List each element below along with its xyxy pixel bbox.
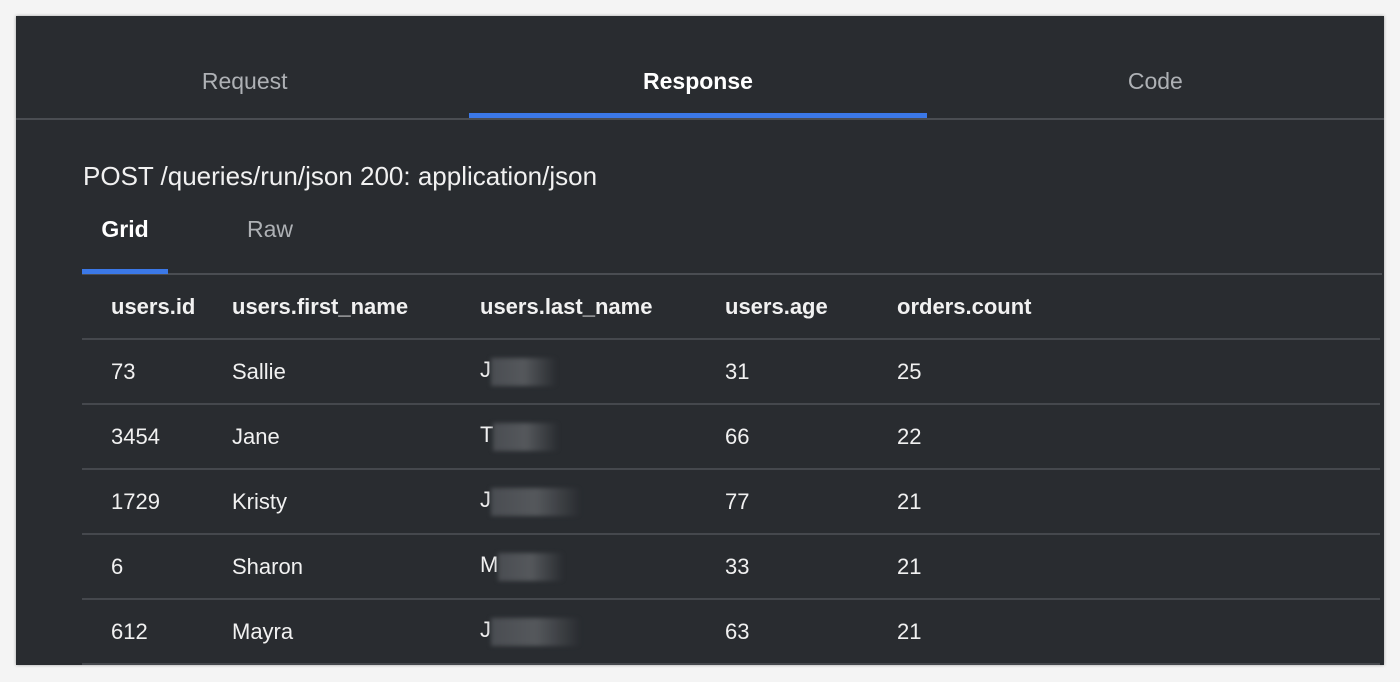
redacted-blur xyxy=(498,552,565,581)
redacted-blur xyxy=(491,487,581,516)
redacted-blur xyxy=(493,422,560,451)
header-row: users.id users.first_name users.last_nam… xyxy=(82,275,1380,340)
view-tabs: Grid Raw xyxy=(82,216,1382,275)
table-cell: 63 xyxy=(725,599,897,665)
table-cell: 21 xyxy=(897,534,1380,600)
column-header[interactable]: orders.count xyxy=(897,275,1380,340)
table-cell: 66 xyxy=(725,404,897,470)
cell-value: 21 xyxy=(897,618,922,644)
table-row: 73 Sallie J 31 25 xyxy=(82,339,1380,405)
table-cell: T xyxy=(480,404,725,470)
cell-value: 63 xyxy=(725,618,750,644)
tab-request[interactable]: Request xyxy=(201,67,288,94)
tab-grid[interactable]: Grid xyxy=(82,216,168,274)
table-cell: 21 xyxy=(897,599,1380,665)
cell-value: J xyxy=(480,487,491,513)
cell-value: 612 xyxy=(111,618,148,644)
cell-value: 73 xyxy=(111,358,136,384)
tab-raw[interactable]: Raw xyxy=(246,216,293,242)
redacted-blur xyxy=(491,357,557,386)
cell-value: 1729 xyxy=(111,488,160,514)
cell-value: 3454 xyxy=(111,423,160,449)
table-cell: 612 xyxy=(82,599,232,665)
table-cell: J xyxy=(480,469,725,535)
column-header[interactable]: users.age xyxy=(725,275,897,340)
main-tabs: Request Response Code xyxy=(16,16,1384,120)
cell-value: J xyxy=(480,617,491,643)
table-row: 612 Mayra J 63 21 xyxy=(82,599,1380,665)
table-cell: J xyxy=(480,599,725,665)
table-row: 1729 Kristy J 77 21 xyxy=(82,469,1380,535)
cell-value: J xyxy=(480,357,491,383)
cell-value: 33 xyxy=(725,553,750,579)
column-header[interactable]: users.id xyxy=(82,275,232,340)
cell-value: 31 xyxy=(725,358,750,384)
tab-response[interactable]: Response xyxy=(469,16,927,118)
table-cell: M xyxy=(480,534,725,600)
table-cell: Mayra xyxy=(232,599,480,665)
table-cell: 3454 xyxy=(82,404,232,470)
cell-value: Sharon xyxy=(232,553,303,579)
table-cell: 33 xyxy=(725,534,897,600)
table-cell: 21 xyxy=(897,469,1380,535)
table-cell: 22 xyxy=(897,404,1380,470)
cell-value: 25 xyxy=(897,358,922,384)
table-cell: Kristy xyxy=(232,469,480,535)
table-cell: Jane xyxy=(232,404,480,470)
table-cell: 73 xyxy=(82,339,232,405)
cell-value: 22 xyxy=(897,423,922,449)
table-cell: J xyxy=(480,339,725,405)
cell-value: 6 xyxy=(111,553,124,579)
cell-value: 21 xyxy=(897,553,922,579)
results-grid: users.id users.first_name users.last_nam… xyxy=(82,275,1380,665)
table-cell: 25 xyxy=(897,339,1380,405)
response-status-heading: POST /queries/run/json 200: application/… xyxy=(83,161,598,191)
table-cell: 77 xyxy=(725,469,897,535)
table-row: 3454 Jane T 66 22 xyxy=(82,404,1380,470)
table-cell: 6 xyxy=(82,534,232,600)
tab-code[interactable]: Code xyxy=(1127,67,1183,94)
redacted-blur xyxy=(491,617,581,646)
table-cell: Sallie xyxy=(232,339,480,405)
column-header[interactable]: users.first_name xyxy=(232,275,480,340)
column-header[interactable]: users.last_name xyxy=(480,275,725,340)
cell-value: 77 xyxy=(725,488,750,514)
table-cell: 1729 xyxy=(82,469,232,535)
table-row: 6 Sharon M 33 21 xyxy=(82,534,1380,600)
cell-value: Jane xyxy=(232,423,280,449)
table-cell: 31 xyxy=(725,339,897,405)
cell-value: Kristy xyxy=(232,488,287,514)
cell-value: M xyxy=(480,552,499,578)
cell-value: Mayra xyxy=(232,618,294,644)
table-cell: Sharon xyxy=(232,534,480,600)
cell-value: 66 xyxy=(725,423,750,449)
cell-value: T xyxy=(480,422,494,448)
response-panel: Request Response Code POST /queries/run/… xyxy=(16,16,1384,665)
cell-value: 21 xyxy=(897,488,922,514)
cell-value: Sallie xyxy=(232,358,286,384)
